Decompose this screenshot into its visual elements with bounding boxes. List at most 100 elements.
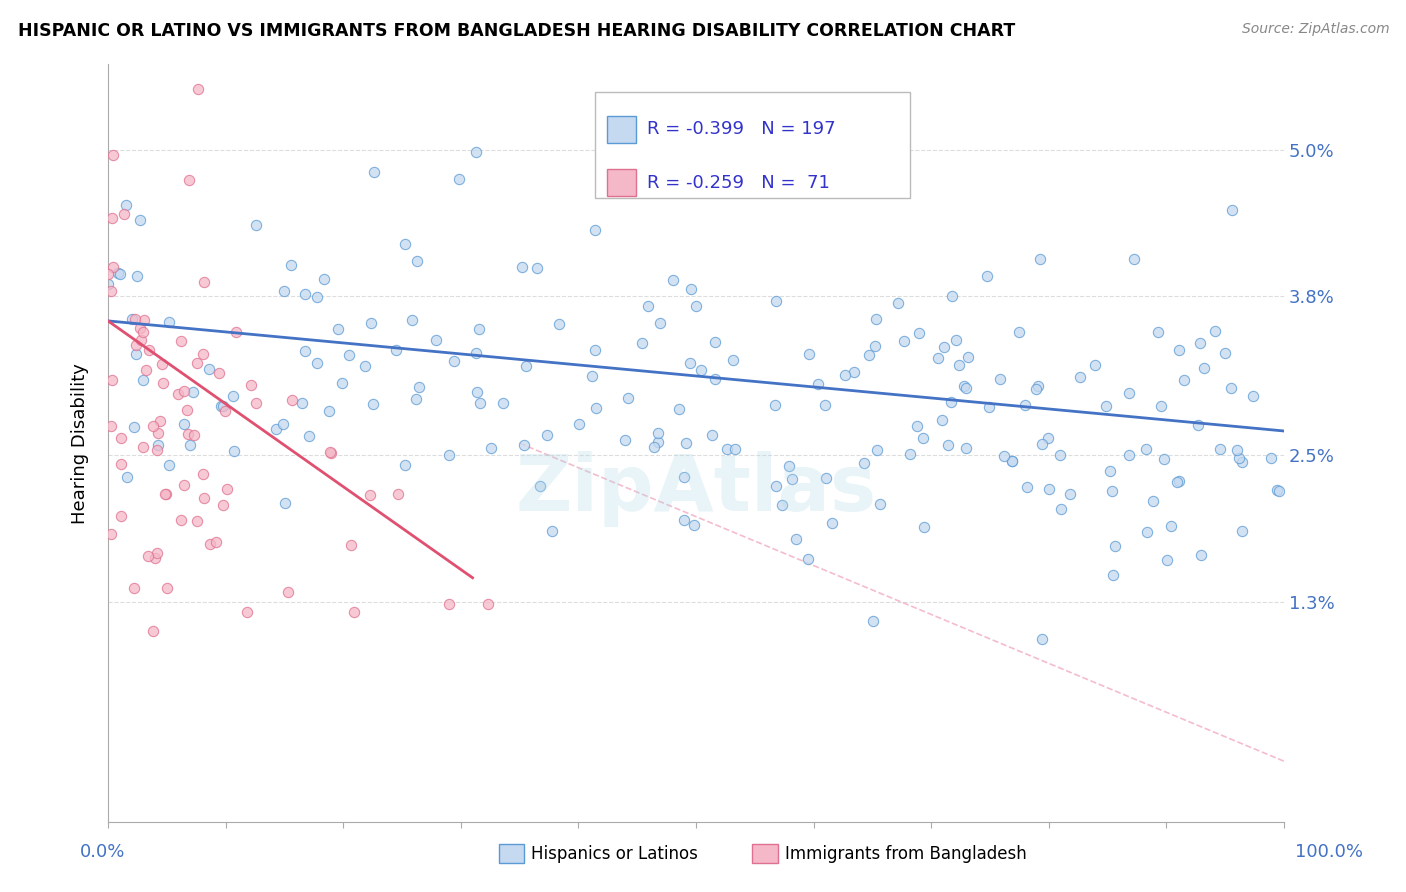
Point	[177, 173, 200, 187]
Point	[132, 440, 155, 454]
Point	[842, 365, 865, 379]
Point	[186, 356, 208, 370]
Point	[280, 258, 302, 272]
Point	[1147, 325, 1170, 339]
Point	[510, 260, 533, 275]
Point	[467, 384, 489, 399]
Point	[1204, 324, 1226, 338]
Point	[492, 395, 515, 409]
Point	[724, 442, 747, 456]
Point	[1232, 455, 1254, 469]
Point	[146, 443, 169, 458]
Point	[186, 514, 208, 528]
Point	[1083, 358, 1105, 372]
Point	[617, 391, 640, 405]
Point	[191, 467, 214, 482]
Point	[683, 518, 706, 533]
Point	[245, 396, 267, 410]
Point	[449, 172, 471, 186]
Point	[1029, 252, 1052, 267]
Point	[191, 347, 214, 361]
Point	[148, 425, 170, 440]
Point	[110, 458, 132, 472]
Point	[1149, 399, 1171, 413]
Point	[1001, 454, 1024, 468]
Point	[685, 299, 707, 313]
Point	[235, 606, 257, 620]
Point	[1031, 632, 1053, 646]
Point	[205, 534, 228, 549]
Point	[936, 438, 959, 452]
Point	[363, 397, 385, 411]
Point	[1118, 448, 1140, 462]
Point	[401, 313, 423, 327]
Point	[124, 312, 146, 326]
Point	[536, 427, 558, 442]
Point	[107, 266, 129, 280]
Point	[1209, 442, 1232, 456]
Point	[273, 284, 295, 298]
Point	[354, 359, 377, 373]
Point	[264, 422, 287, 436]
Point	[1232, 524, 1254, 538]
Point	[1173, 373, 1195, 387]
Text: 0.0%: 0.0%	[80, 843, 125, 861]
Point	[477, 597, 499, 611]
Text: R = -0.399   N = 197: R = -0.399 N = 197	[647, 120, 835, 138]
Point	[101, 373, 124, 387]
Point	[385, 343, 408, 357]
Point	[225, 325, 247, 339]
Point	[405, 253, 427, 268]
Point	[900, 447, 922, 461]
Point	[363, 164, 385, 178]
Point	[1001, 454, 1024, 468]
Point	[865, 442, 887, 457]
Point	[132, 313, 155, 327]
Text: 100.0%: 100.0%	[1295, 843, 1362, 861]
Point	[568, 417, 591, 431]
Point	[183, 428, 205, 442]
Point	[173, 384, 195, 398]
Point	[765, 479, 787, 493]
Point	[132, 325, 155, 339]
Point	[125, 268, 148, 283]
Point	[1166, 475, 1188, 489]
Point	[1069, 369, 1091, 384]
Point	[200, 537, 222, 551]
Point	[765, 293, 787, 308]
Point	[1049, 502, 1071, 516]
Point	[647, 425, 669, 440]
Point	[211, 399, 233, 413]
Point	[319, 445, 342, 459]
Point	[1136, 525, 1159, 540]
Point	[129, 321, 152, 335]
Point	[1038, 482, 1060, 496]
Point	[169, 513, 191, 527]
Point	[672, 513, 695, 527]
Point	[1260, 451, 1282, 466]
Point	[101, 148, 124, 162]
Point	[772, 498, 794, 512]
Point	[187, 81, 209, 95]
Point	[865, 312, 887, 326]
Point	[110, 509, 132, 524]
Point	[465, 145, 488, 160]
Point	[662, 273, 685, 287]
Point	[934, 340, 956, 354]
Point	[217, 482, 239, 496]
Point	[394, 458, 416, 472]
Point	[340, 537, 363, 551]
Point	[328, 322, 350, 336]
Point	[785, 533, 807, 547]
Point	[637, 299, 659, 313]
Point	[648, 316, 671, 330]
Point	[1226, 442, 1249, 457]
Point	[100, 527, 122, 541]
Point	[110, 431, 132, 445]
Point	[1142, 494, 1164, 508]
Y-axis label: Hearing Disability: Hearing Disability	[72, 363, 89, 524]
Text: Immigrants from Bangladesh: Immigrants from Bangladesh	[785, 845, 1026, 863]
Point	[1227, 450, 1250, 465]
Point	[834, 368, 856, 382]
Point	[155, 487, 177, 501]
